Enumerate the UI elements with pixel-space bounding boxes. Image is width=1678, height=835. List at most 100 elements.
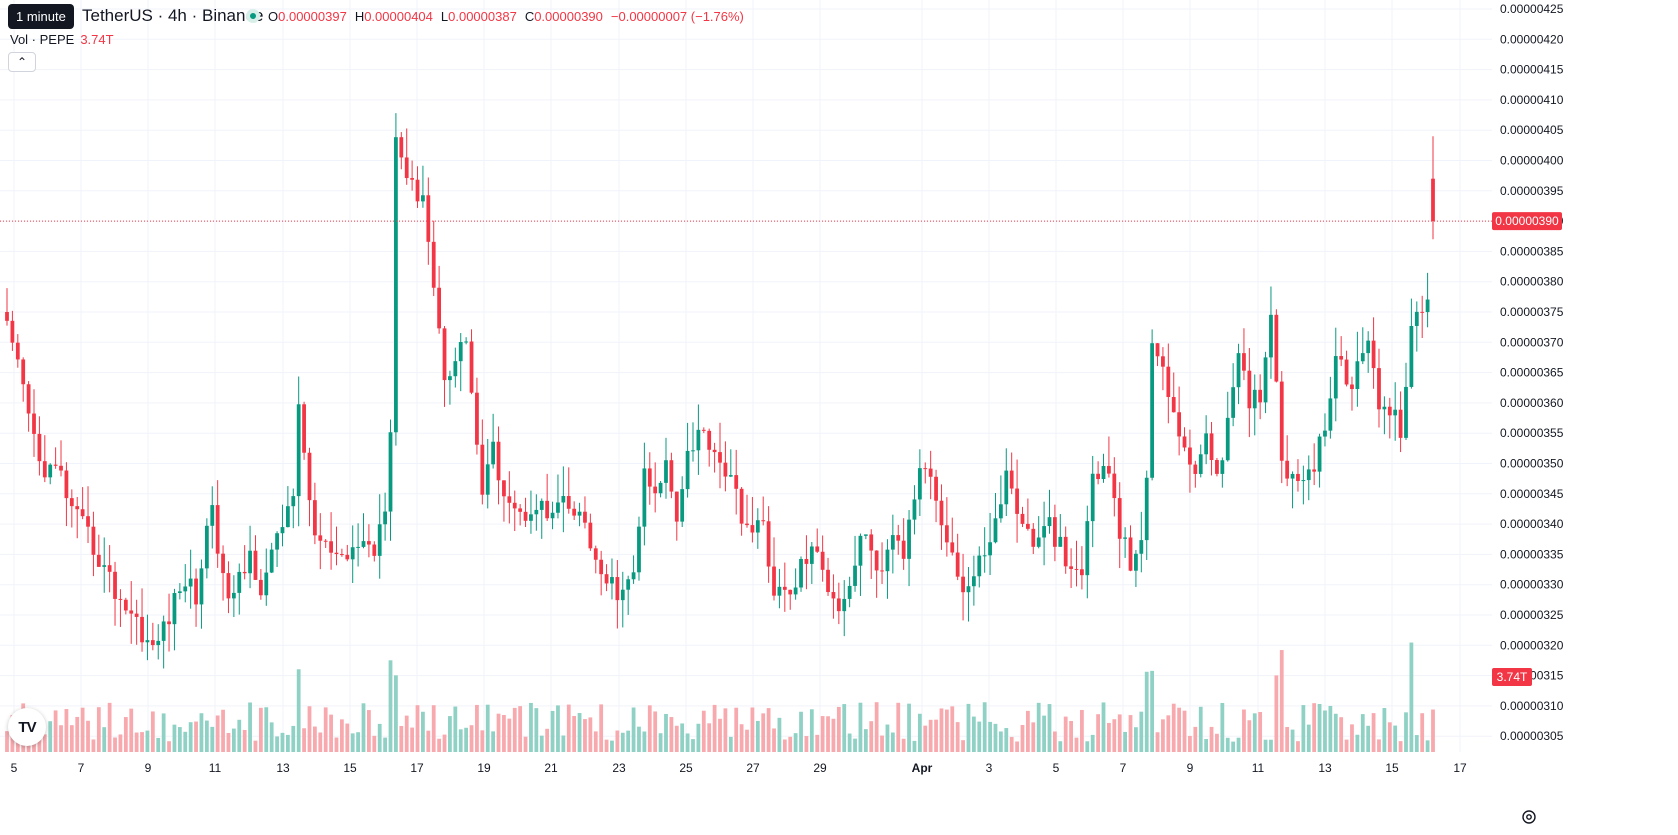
- candle-body: [1063, 536, 1068, 567]
- candle-body: [863, 534, 868, 536]
- last-volume-badge: [1492, 668, 1532, 686]
- candle-body: [1009, 470, 1014, 489]
- candle-body: [350, 547, 355, 560]
- collapse-legend-button[interactable]: ⌃: [8, 52, 36, 72]
- time-axis[interactable]: 5 7 9 11 13 15 17 19 21 23 25 27 29 Apr 3 5 7 9 11 13 15 17: [11, 761, 1467, 775]
- volume-bar: [1382, 708, 1387, 752]
- time-tick-label: 11: [209, 761, 222, 775]
- volume-bar: [734, 707, 739, 752]
- candle-body: [421, 195, 425, 202]
- market-status-icon[interactable]: [246, 9, 260, 23]
- symbol-title[interactable]: TetherUS · 4h · Binance: [82, 6, 264, 25]
- candle-body: [669, 460, 674, 492]
- candle-body: [1058, 536, 1063, 547]
- candle-body: [210, 505, 215, 526]
- price-tick-label: 0.00000405: [1500, 123, 1564, 137]
- volume-bar: [1420, 713, 1425, 752]
- candle-body: [647, 468, 652, 487]
- candle-body: [10, 320, 15, 343]
- volume-bar: [1004, 728, 1009, 752]
- candle-body: [950, 542, 955, 553]
- ohlc-values: O0.00000397 H0.00000404 L0.00000387 C0.0…: [268, 9, 744, 24]
- candle-body: [221, 553, 225, 574]
- grid-lines: [0, 0, 1492, 752]
- candle-body: [539, 500, 544, 510]
- volume-bar: [350, 733, 355, 752]
- candle-body: [642, 468, 647, 527]
- candle-body: [1398, 409, 1403, 438]
- candle-body: [1166, 366, 1171, 398]
- volume-bar: [285, 734, 290, 752]
- volume-bar: [1350, 724, 1354, 752]
- volume-bar: [318, 732, 323, 752]
- volume-bar: [453, 706, 458, 752]
- candle-body: [26, 384, 31, 414]
- candle-body: [442, 328, 447, 381]
- volume-bar: [1171, 703, 1176, 752]
- volume-bar: [588, 717, 593, 752]
- volume-bar: [113, 737, 117, 752]
- candle-body: [1128, 537, 1133, 571]
- volume-bar: [1247, 720, 1252, 752]
- time-tick-label: 3: [986, 761, 993, 775]
- candle-body: [53, 464, 58, 466]
- price-axis[interactable]: 0.00000425 0.00000420 0.00000415 0.00000410…: [1500, 2, 1564, 743]
- candle-body: [5, 312, 9, 321]
- volume-bar: [1036, 702, 1041, 752]
- volume-bar: [1139, 711, 1144, 752]
- volume-bar: [1107, 722, 1111, 752]
- volume-bar: [993, 723, 998, 752]
- volume-bar: [620, 732, 625, 752]
- volume-bar: [723, 708, 728, 752]
- candle-body: [826, 569, 830, 593]
- volume-bar: [1123, 731, 1128, 752]
- candle-body: [788, 589, 793, 595]
- time-tick-label: 21: [544, 761, 558, 775]
- volume-bar: [1339, 717, 1344, 752]
- volume-bar: [1333, 713, 1338, 752]
- candlesticks: [5, 113, 1435, 669]
- candle-body: [1360, 353, 1365, 362]
- candle-body: [820, 551, 825, 570]
- candle-body: [64, 470, 69, 499]
- candle-body: [302, 404, 306, 453]
- candle-body: [1366, 340, 1371, 354]
- volume-bar: [107, 702, 112, 752]
- volume-bar: [1306, 724, 1311, 752]
- candle-body: [1350, 384, 1354, 390]
- time-tick-label: 19: [477, 761, 491, 775]
- volume-bar: [534, 708, 539, 752]
- candle-body: [739, 488, 744, 524]
- volume-bar: [1344, 739, 1349, 752]
- time-tick-label: 5: [1053, 761, 1060, 775]
- volume-bar: [123, 717, 128, 752]
- volume-bar: [102, 727, 107, 752]
- tradingview-logo-icon[interactable]: TV: [8, 708, 46, 746]
- candle-body: [1112, 473, 1117, 499]
- volume-bar: [329, 714, 333, 752]
- volume-bar: [847, 733, 852, 752]
- volume-bar: [696, 723, 701, 752]
- candle-body: [485, 464, 490, 495]
- volume-bar: [718, 718, 722, 752]
- candle-body: [1296, 473, 1300, 481]
- candle-body: [1134, 553, 1138, 571]
- candle-body: [372, 544, 377, 556]
- candle-body: [1323, 430, 1327, 437]
- candle-body: [701, 429, 706, 431]
- volume-bar: [367, 710, 371, 752]
- candle-body: [437, 287, 442, 329]
- volume-bar: [658, 733, 663, 752]
- volume-bar: [1279, 650, 1284, 752]
- candle-body: [988, 542, 992, 556]
- candle-body: [75, 506, 80, 510]
- candle-body: [1225, 417, 1230, 461]
- volume-bar: [5, 731, 9, 752]
- candle-body: [572, 508, 577, 516]
- gear-icon[interactable]: [1518, 806, 1540, 828]
- volume-bar: [226, 733, 231, 752]
- volume-bar: [1252, 713, 1257, 752]
- volume-bar: [1215, 733, 1219, 752]
- volume-bar: [701, 710, 706, 752]
